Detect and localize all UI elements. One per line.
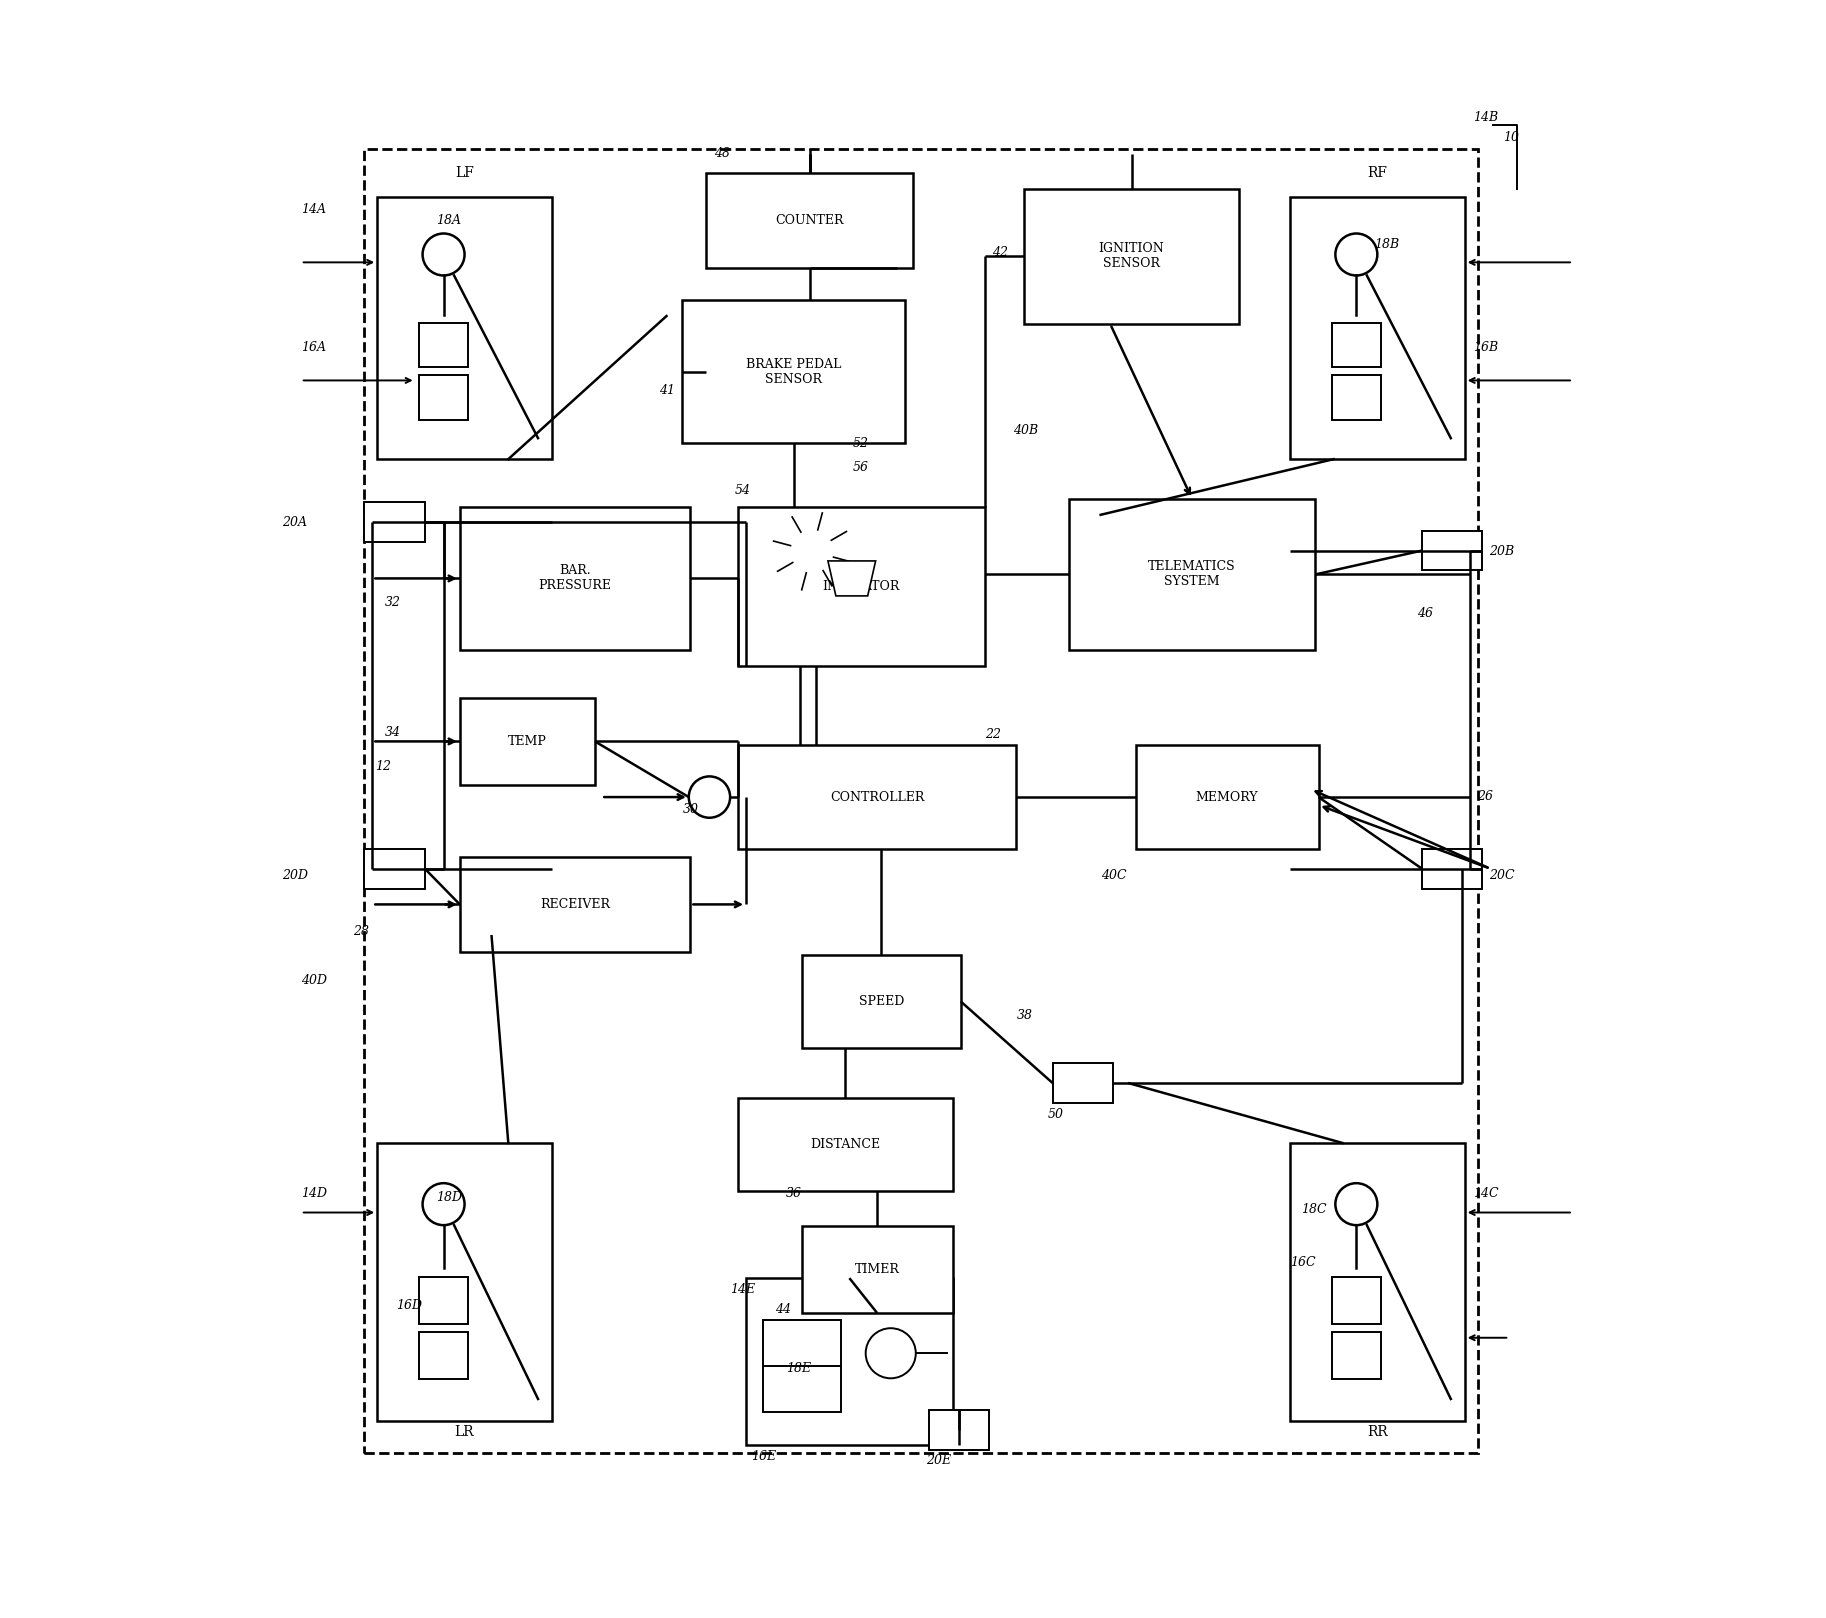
Text: SPEED: SPEED — [858, 995, 904, 1008]
Text: 36: 36 — [785, 1188, 802, 1201]
Text: 30: 30 — [683, 803, 698, 815]
Text: MEMORY: MEMORY — [1196, 791, 1258, 804]
Text: 34: 34 — [385, 726, 402, 739]
Text: 14C: 14C — [1474, 1188, 1499, 1201]
Text: BRAKE PEDAL
SENSOR: BRAKE PEDAL SENSOR — [747, 358, 842, 385]
Text: 14A: 14A — [301, 202, 325, 215]
Text: 18A: 18A — [436, 214, 460, 227]
Bar — [1331, 1277, 1380, 1324]
Bar — [420, 1277, 467, 1324]
Text: LR: LR — [455, 1425, 475, 1440]
Bar — [460, 697, 595, 785]
Bar — [420, 375, 467, 419]
Text: LF: LF — [455, 167, 475, 180]
Text: TIMER: TIMER — [855, 1264, 900, 1277]
Text: 46: 46 — [1417, 607, 1433, 620]
Text: 18B: 18B — [1375, 238, 1399, 251]
Bar — [1289, 197, 1464, 460]
Bar — [1422, 531, 1483, 571]
Text: 20A: 20A — [281, 516, 307, 529]
Bar — [738, 746, 1017, 849]
Text: 16A: 16A — [301, 341, 325, 354]
Bar — [378, 1142, 551, 1421]
Text: 40B: 40B — [1013, 424, 1039, 437]
Text: 20E: 20E — [926, 1455, 951, 1468]
Text: 28: 28 — [352, 925, 369, 938]
Text: 40D: 40D — [301, 974, 327, 987]
Bar — [460, 506, 690, 650]
Text: 44: 44 — [774, 1304, 791, 1317]
Bar — [420, 1332, 467, 1380]
Text: 20C: 20C — [1488, 869, 1514, 882]
Text: IGNITION
SENSOR: IGNITION SENSOR — [1099, 243, 1165, 270]
Text: 20B: 20B — [1488, 545, 1514, 558]
Bar — [365, 149, 1477, 1453]
Text: 16C: 16C — [1289, 1256, 1315, 1269]
Bar — [1422, 849, 1483, 888]
Text: 20D: 20D — [281, 869, 309, 882]
Text: 18C: 18C — [1300, 1204, 1328, 1217]
Text: 26: 26 — [1477, 790, 1494, 803]
Bar — [1289, 1142, 1464, 1421]
Polygon shape — [827, 561, 876, 595]
Text: 14E: 14E — [730, 1283, 756, 1296]
Text: RF: RF — [1368, 167, 1388, 180]
Bar — [707, 173, 913, 269]
Bar — [1331, 322, 1380, 367]
Bar — [747, 1278, 953, 1445]
Text: BAR.
PRESSURE: BAR. PRESSURE — [539, 565, 612, 592]
Text: INDICATOR: INDICATOR — [824, 579, 900, 592]
Text: 42: 42 — [993, 246, 1008, 259]
Bar — [738, 506, 984, 667]
Bar — [420, 322, 467, 367]
Text: 54: 54 — [734, 484, 750, 497]
Bar — [929, 1411, 990, 1450]
Text: 32: 32 — [385, 595, 402, 608]
Text: 16E: 16E — [750, 1450, 776, 1463]
Text: 22: 22 — [984, 728, 1001, 741]
Bar — [683, 299, 906, 443]
Text: 18E: 18E — [785, 1362, 811, 1375]
Bar — [1054, 1063, 1114, 1103]
Text: 18D: 18D — [436, 1191, 462, 1204]
Text: 14D: 14D — [301, 1188, 327, 1201]
Bar — [1331, 375, 1380, 419]
Bar — [1331, 1332, 1380, 1380]
Text: CONTROLLER: CONTROLLER — [831, 791, 924, 804]
Bar — [763, 1320, 842, 1411]
Text: 56: 56 — [853, 461, 869, 474]
Bar — [365, 849, 425, 888]
Bar — [1136, 746, 1318, 849]
Bar — [1068, 498, 1315, 650]
Text: COUNTER: COUNTER — [776, 214, 844, 227]
Text: 14B: 14B — [1474, 110, 1497, 123]
Text: 48: 48 — [714, 147, 730, 160]
Text: 12: 12 — [376, 759, 391, 772]
Bar — [460, 856, 690, 951]
Text: 52: 52 — [853, 437, 869, 450]
Bar — [802, 955, 960, 1047]
Bar — [738, 1099, 953, 1191]
Text: RR: RR — [1368, 1425, 1388, 1440]
Text: 50: 50 — [1048, 1108, 1065, 1121]
Text: TEMP: TEMP — [508, 735, 546, 748]
Bar — [365, 502, 425, 542]
Text: 10: 10 — [1503, 131, 1519, 144]
Bar — [1024, 189, 1240, 324]
Bar — [802, 1226, 953, 1314]
Text: TELEMATICS
SYSTEM: TELEMATICS SYSTEM — [1149, 560, 1236, 589]
Text: 41: 41 — [659, 383, 674, 398]
Text: 40C: 40C — [1101, 869, 1127, 882]
Text: RECEIVER: RECEIVER — [540, 898, 610, 911]
Bar — [378, 197, 551, 460]
Text: DISTANCE: DISTANCE — [811, 1137, 880, 1150]
Text: 16B: 16B — [1474, 341, 1497, 354]
Text: 16D: 16D — [396, 1299, 422, 1312]
Text: 38: 38 — [1017, 1010, 1032, 1023]
